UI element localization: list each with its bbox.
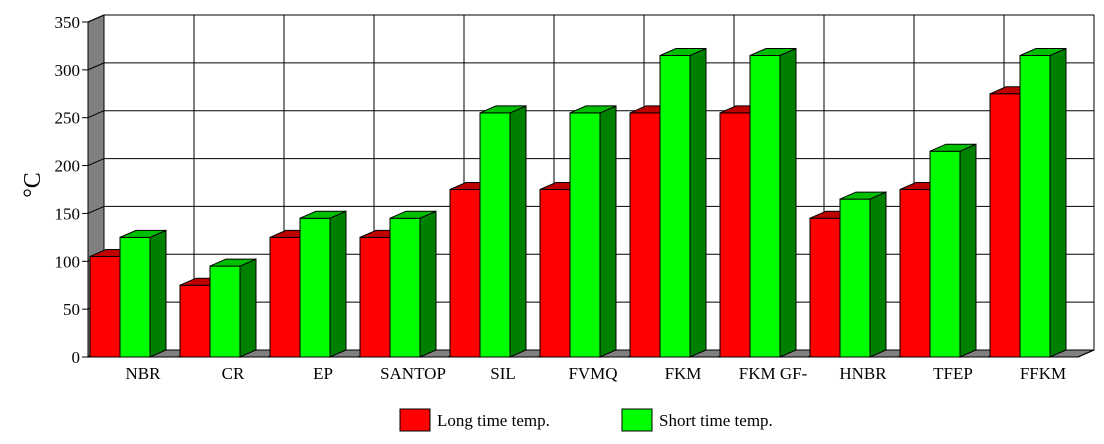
bar-front: [1019, 55, 1051, 358]
gridline-y-side: [87, 205, 105, 214]
bar-side: [599, 105, 617, 358]
x-tick-label: HNBR: [839, 364, 887, 383]
bar-front: [359, 236, 391, 358]
x-tick-label: SIL: [490, 364, 516, 383]
x-tick-label: TFEP: [933, 364, 973, 383]
bar-short-TFEP: [929, 143, 977, 358]
y-tick-label: 250: [55, 109, 81, 128]
bar-top: [659, 48, 707, 56]
y-tick-label: 350: [55, 13, 81, 32]
bar-side: [239, 258, 257, 358]
bar-front: [569, 112, 601, 358]
gridline-y-side: [87, 158, 105, 167]
bar-side: [509, 105, 527, 358]
bar-front: [809, 217, 841, 358]
bar-top: [929, 143, 977, 152]
gridline-x-floor: [1077, 349, 1095, 358]
bar-front: [479, 112, 511, 358]
bar-side: [779, 47, 797, 358]
legend-swatch: [399, 408, 431, 432]
y-tick-label: 100: [55, 252, 81, 271]
bar-front: [89, 256, 121, 358]
x-tick-label: FFKM: [1020, 364, 1066, 383]
bar-front: [539, 189, 571, 358]
bar-top: [119, 229, 167, 238]
x-tick-label: NBR: [126, 364, 162, 383]
bar-short-SIL: [479, 105, 527, 358]
bar-short-FKM: [659, 47, 707, 358]
bar-short-FVMQ: [569, 105, 617, 358]
legend-label: Short time temp.: [659, 411, 773, 430]
y-tick-label: 300: [55, 61, 81, 80]
y-tick-label: 150: [55, 204, 81, 223]
x-tick-label: SANTOP: [380, 364, 446, 383]
bar-short-EP: [299, 210, 347, 358]
bar-side: [329, 210, 347, 358]
x-tick-labels: NBR CR EP SANTOP SIL FVMQ FKM FKM GF- HNBR TFEP FF…: [126, 364, 1067, 383]
bar-front: [389, 217, 421, 358]
bar-front: [179, 284, 211, 358]
legend-swatch: [621, 408, 653, 432]
gridline-y-side: [87, 62, 105, 71]
bar-top: [839, 191, 887, 200]
bar-short-CR: [209, 258, 257, 358]
bar-side: [689, 47, 707, 358]
bar-front: [449, 189, 481, 358]
bar-front: [989, 93, 1021, 358]
bar-short-NBR: [119, 229, 167, 358]
y-tick-label: 0: [72, 348, 81, 367]
bar-top: [749, 48, 797, 56]
bar-short-FFKM: [1019, 47, 1067, 358]
y-axis-label: °C: [20, 172, 46, 198]
gridline-y-side: [87, 110, 105, 119]
y-tick-label: 50: [63, 300, 80, 319]
bar-top: [209, 258, 257, 267]
bar-side: [869, 191, 887, 358]
bar-side: [1049, 47, 1067, 358]
y-tick-labels: 0 50 100 150 200 250 300 350: [55, 13, 81, 367]
x-tick-label: FKM: [665, 364, 702, 383]
bar-front: [209, 265, 241, 358]
bar-front: [719, 112, 751, 358]
x-tick-label: EP: [313, 364, 333, 383]
bar-front: [629, 112, 661, 358]
x-tick-label: FVMQ: [568, 364, 617, 383]
bar-front: [929, 150, 961, 358]
bar-side: [959, 143, 977, 358]
bar-front: [659, 55, 691, 358]
legend-item-1: Short time temp.: [621, 408, 773, 432]
x-tick-label: CR: [222, 364, 245, 383]
x-tick-label: FKM GF-: [739, 364, 808, 383]
bar-front: [299, 217, 331, 358]
bar-short-SANTOP: [389, 210, 437, 358]
bar-side: [419, 210, 437, 358]
bar-top: [569, 105, 617, 114]
bar-top: [299, 210, 347, 219]
bar-short-FKM GF-: [749, 47, 797, 358]
bar-short-HNBR: [839, 191, 887, 358]
legend-label: Long time temp.: [437, 411, 550, 430]
gridline-y-side: [87, 14, 105, 23]
bar-front: [749, 55, 781, 358]
bar-front: [119, 236, 151, 358]
bar-side: [149, 229, 167, 358]
legend: Long time temp. Short time temp.: [399, 408, 773, 432]
bar-top: [479, 105, 527, 114]
y-tick-label: 200: [55, 157, 81, 176]
legend-item-0: Long time temp.: [399, 408, 550, 432]
bar-top: [1019, 48, 1067, 56]
bar-front: [269, 236, 301, 358]
bar-front: [839, 198, 871, 358]
bar-front: [899, 189, 931, 358]
bar-top: [389, 210, 437, 219]
bars: [89, 47, 1067, 358]
